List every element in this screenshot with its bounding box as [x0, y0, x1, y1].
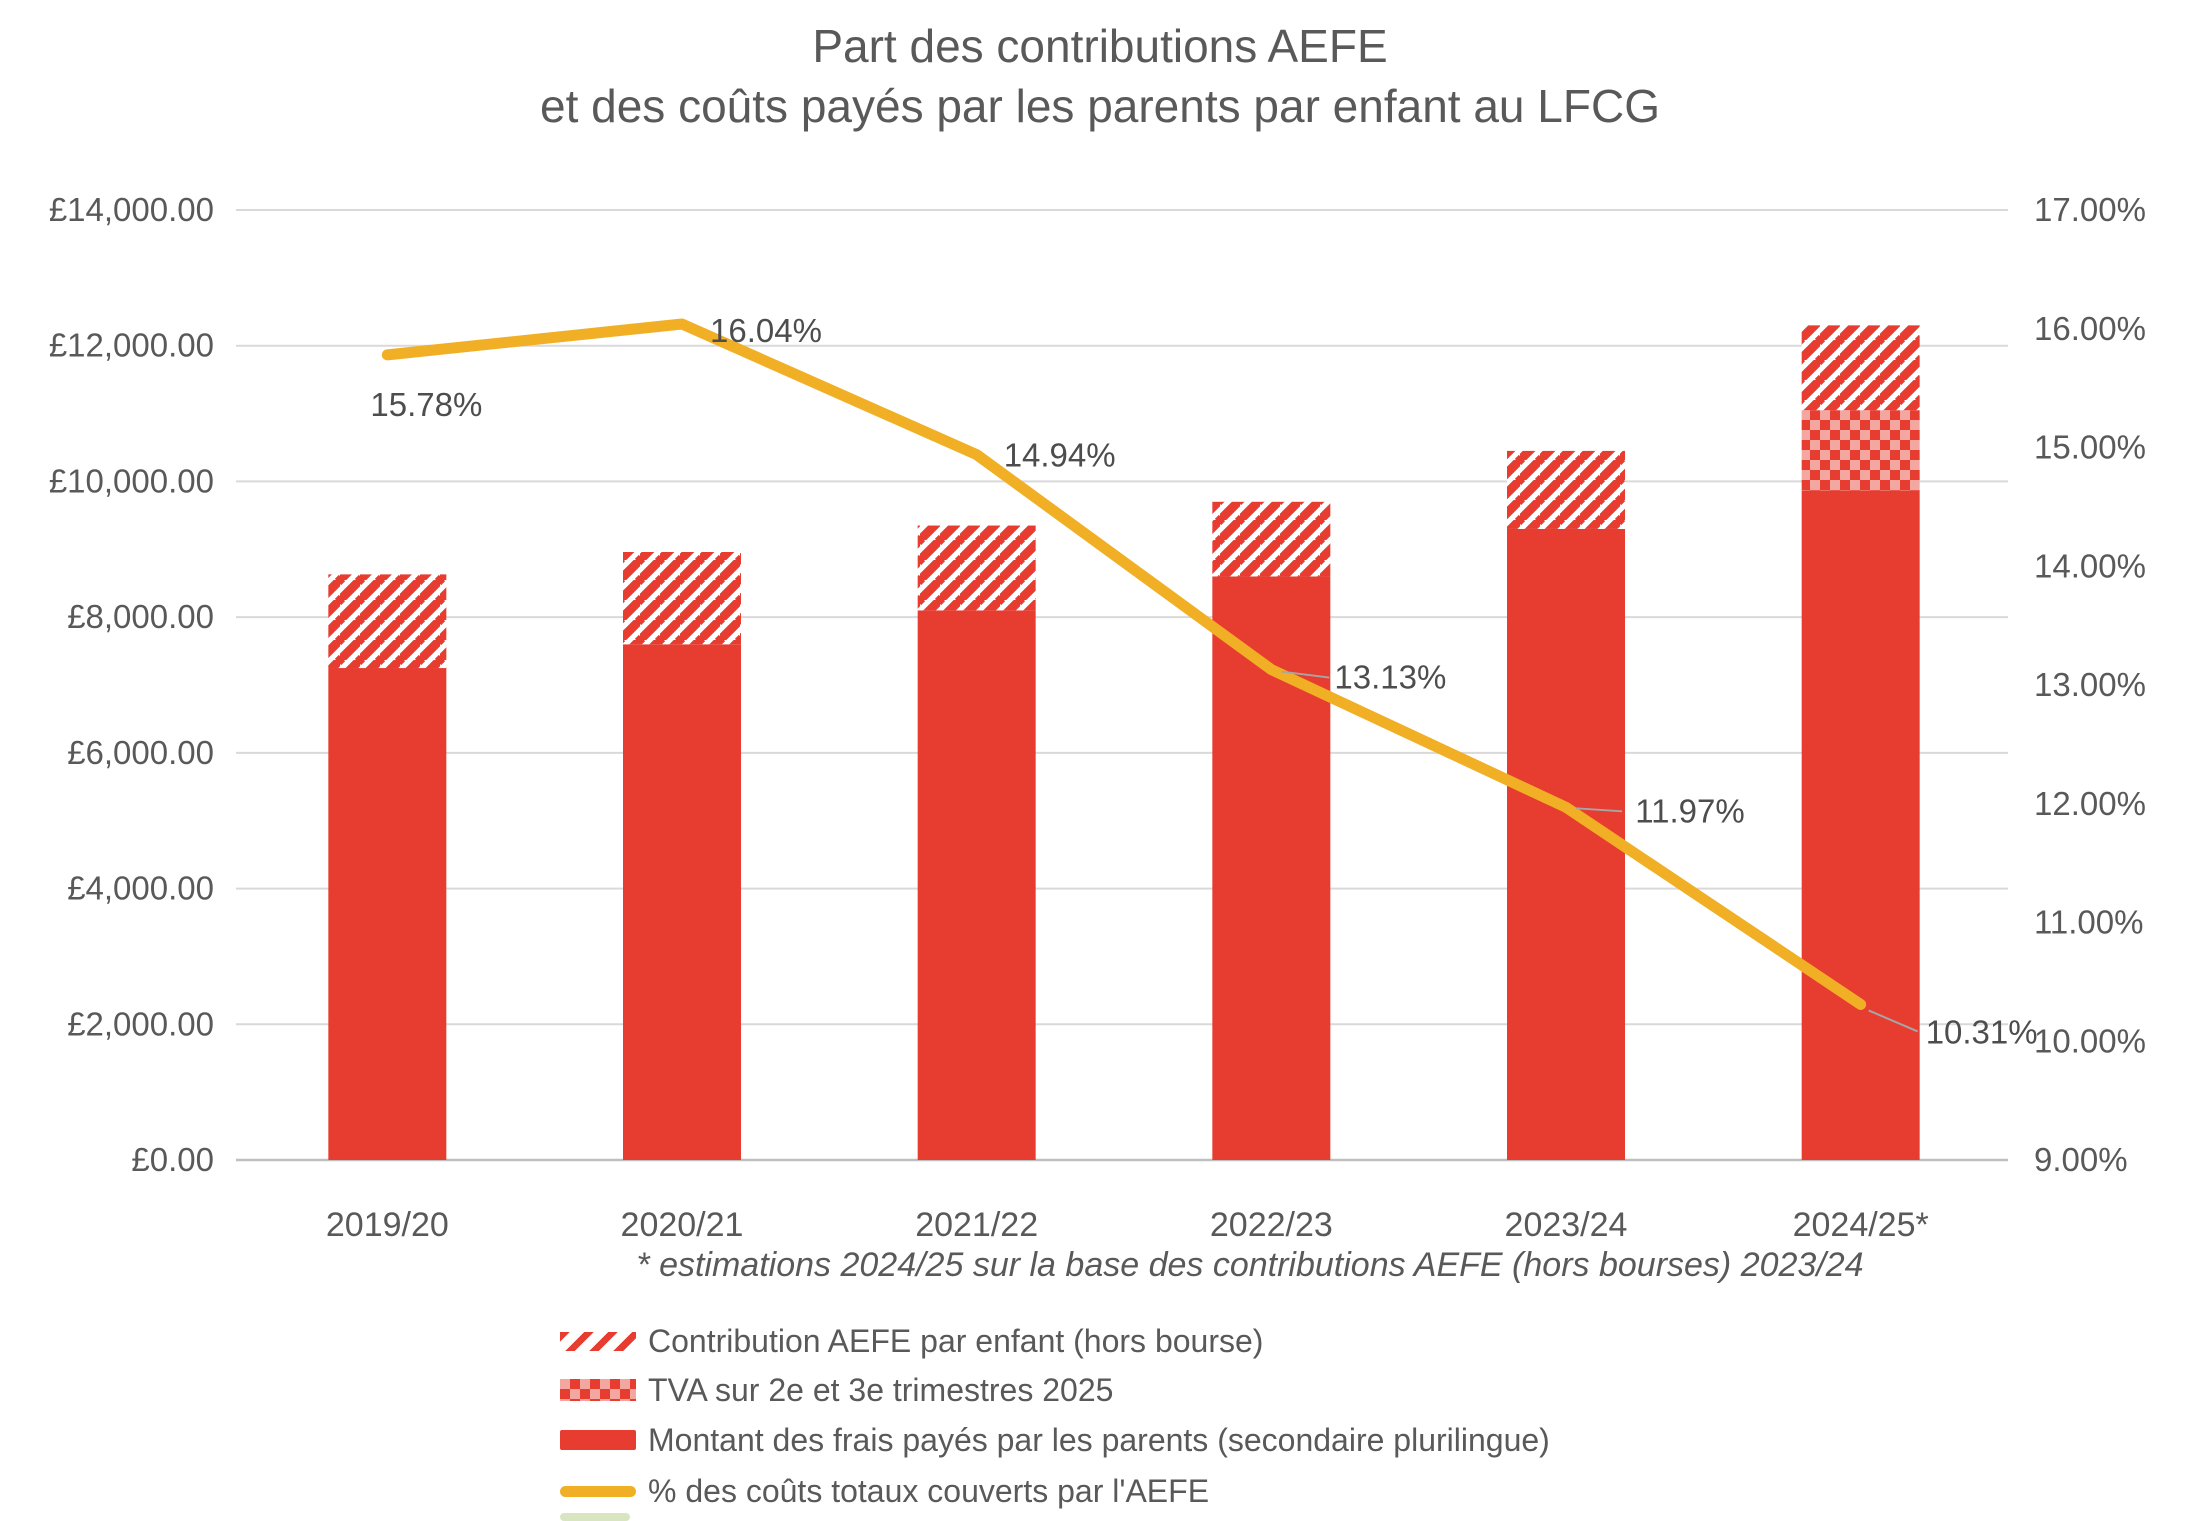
legend-swatch-partial-cutoff: [560, 1513, 630, 1521]
label-leader-line: [1281, 670, 1330, 679]
right-axis-tick: 14.00%: [2034, 547, 2146, 584]
x-axis-label: 2023/24: [1505, 1206, 1628, 1244]
percent-point-label: 16.04%: [710, 312, 822, 349]
bar-segment-hatch-202021: [623, 552, 741, 645]
bar-segment-checker-202425: [1801, 410, 1920, 491]
legend-swatch-hatch: [560, 1331, 636, 1351]
legend-item-aefe-percent: % des coûts totaux couverts par l'AEFE: [560, 1473, 1209, 1509]
percent-point-label: 10.31%: [1926, 1013, 2038, 1050]
bar-segment-hatch-201920: [328, 574, 447, 669]
chart-footnote: * estimations 2024/25 sur la base des co…: [636, 1246, 1864, 1284]
bar-segment-solid-202425: [1801, 490, 1920, 1160]
left-axis-tick: £6,000.00: [67, 734, 214, 771]
bar-segment-hatch-202223: [1212, 501, 1331, 577]
right-axis-tick: 15.00%: [2034, 429, 2146, 466]
bar-segment-solid-202021: [623, 644, 741, 1160]
left-axis-tick: £14,000.00: [49, 191, 214, 228]
x-axis-label: 2022/23: [1210, 1206, 1333, 1244]
chart-title: Part des contributions AEFE et des coûts…: [0, 16, 2200, 136]
legend-swatch-checker: [560, 1379, 636, 1401]
legend-label-aefe-percent: % des coûts totaux couverts par l'AEFE: [648, 1472, 1210, 1509]
right-axis-tick: 16.00%: [2034, 310, 2146, 347]
legend-label-tva: TVA sur 2e et 3e trimestres 2025: [648, 1371, 1114, 1408]
bar-segment-hatch-202324: [1507, 450, 1625, 529]
percent-line: [381, 318, 1867, 1010]
x-axis-label: 2020/21: [621, 1206, 744, 1244]
right-axis-tick: 11.00%: [2034, 904, 2143, 941]
bar-segment-hatch-202425: [1801, 325, 1920, 411]
left-axis-tick: £10,000.00: [49, 462, 214, 499]
percent-point-label: 15.78%: [370, 386, 482, 423]
right-axis-tick: 17.00%: [2034, 191, 2146, 228]
right-axis-tick: 9.00%: [2034, 1141, 2128, 1178]
bar-segment-solid-202324: [1507, 528, 1625, 1160]
bar-segment-solid-202122: [917, 610, 1036, 1160]
legend-swatch-solid: [560, 1430, 636, 1450]
legend-swatch-line: [560, 1485, 636, 1497]
x-axis-label: 2019/20: [326, 1206, 449, 1244]
legend-item-tva: TVA sur 2e et 3e trimestres 2025: [560, 1372, 1113, 1408]
bar-segment-solid-201920: [328, 668, 447, 1160]
left-axis-tick: £0.00: [131, 1141, 214, 1178]
right-axis-tick: 13.00%: [2034, 666, 2146, 703]
legend-item-parents-fees: Montant des frais payés par les parents …: [560, 1422, 1550, 1458]
x-axis-label: 2021/22: [915, 1206, 1038, 1244]
right-axis-tick: 10.00%: [2034, 1022, 2146, 1059]
legend-label-parents-fees: Montant des frais payés par les parents …: [648, 1421, 1550, 1458]
left-axis-tick: £12,000.00: [49, 327, 214, 364]
x-axis-label: 2024/25*: [1793, 1206, 1929, 1244]
legend-label-aefe-contribution: Contribution AEFE par enfant (hors bours…: [648, 1322, 1264, 1359]
percent-point-label: 11.97%: [1635, 792, 1744, 829]
percent-point-label: 14.94%: [1004, 437, 1116, 474]
bar-segment-hatch-202122: [917, 525, 1036, 611]
right-axis-tick: 12.00%: [2034, 785, 2146, 822]
percent-point-label: 13.13%: [1334, 659, 1446, 696]
chart-title-line2: et des coûts payés par les parents par e…: [540, 80, 1660, 132]
left-axis-tick: £4,000.00: [67, 870, 214, 907]
left-axis-tick: £2,000.00: [67, 1005, 214, 1042]
left-axis-tick: £8,000.00: [67, 598, 214, 635]
chart-title-line1: Part des contributions AEFE: [812, 20, 1388, 72]
label-leader-line: [1575, 807, 1623, 813]
legend-item-aefe-contribution: Contribution AEFE par enfant (hors bours…: [560, 1323, 1263, 1359]
label-leader-line: [1868, 1009, 1919, 1033]
